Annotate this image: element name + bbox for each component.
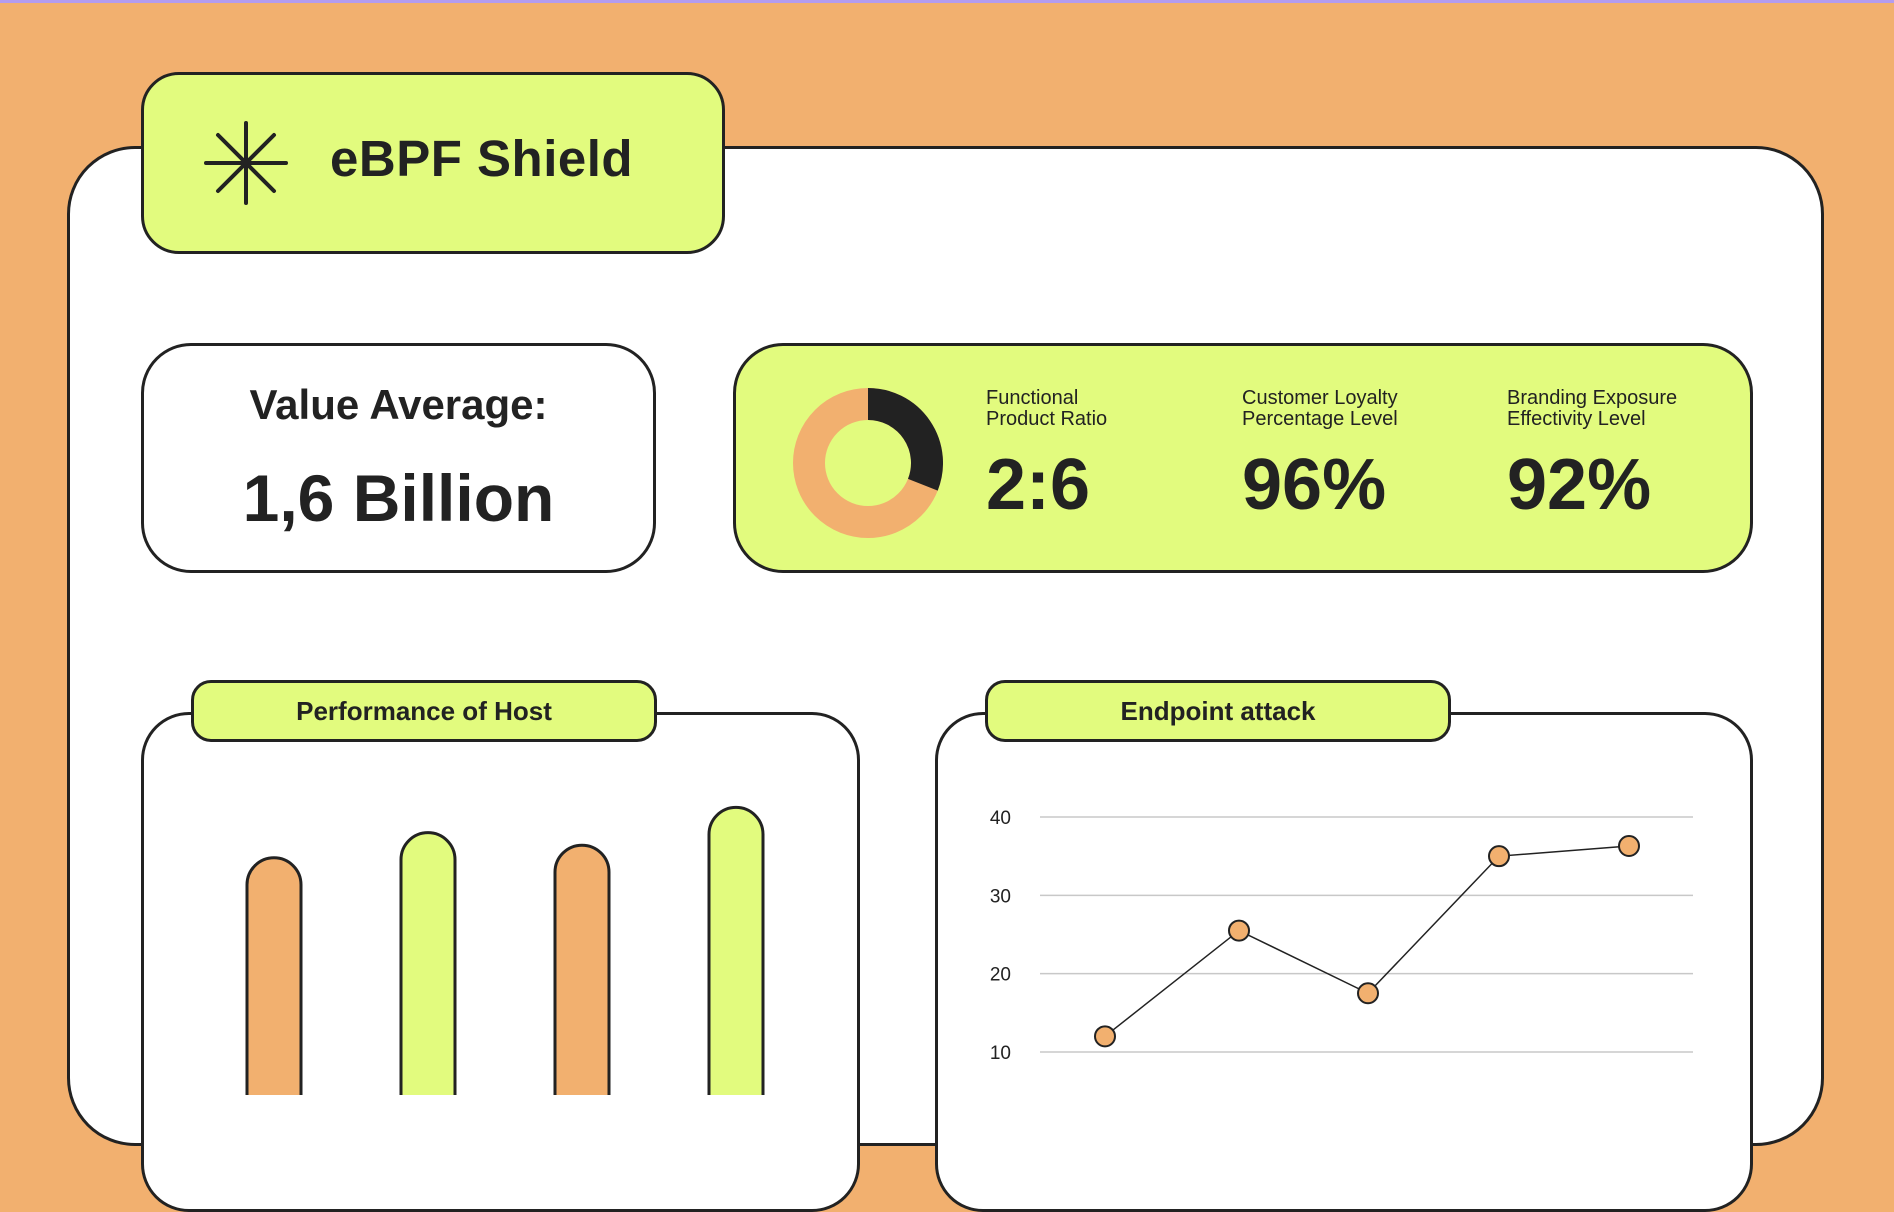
host-performance-bar-chart <box>245 805 765 1095</box>
metric-label: Branding Exposure Effectivity Level <box>1507 387 1678 430</box>
app-title: eBPF Shield <box>330 130 634 187</box>
metric-value: 96% <box>1242 445 1387 525</box>
metric-branding-exposure: Branding Exposure Effectivity Level 92% <box>1507 387 1727 525</box>
top-accent-line <box>0 0 1894 3</box>
metric-value: 92% <box>1507 445 1652 525</box>
data-point <box>1228 919 1250 942</box>
data-point <box>1094 1025 1116 1048</box>
data-point <box>1488 845 1510 868</box>
host-bar <box>707 805 765 1095</box>
ratio-donut-chart <box>793 388 943 538</box>
metric-functional-product-ratio: Functional Product Ratio 2:6 <box>986 387 1206 525</box>
metrics-card: Functional Product Ratio 2:6 Customer Lo… <box>733 343 1753 573</box>
host-performance-panel <box>141 712 860 1212</box>
endpoint-attack-line-chart: 10 20 30 40 <box>990 808 1693 1064</box>
metric-customer-loyalty: Customer Loyalty Percentage Level 96% <box>1242 387 1462 525</box>
endpoint-attack-panel: 10 20 30 40 <box>935 712 1753 1212</box>
value-average-card: Value Average: 1,6 Billion <box>141 343 656 573</box>
value-average-label: Value Average: <box>249 381 548 428</box>
value-average-amount: 1,6 Billion <box>242 461 555 535</box>
y-tick-label: 20 <box>990 965 1011 986</box>
metric-label: Customer Loyalty Percentage Level <box>1242 387 1398 430</box>
endpoint-attack-title: Endpoint attack <box>985 680 1451 742</box>
y-tick-label: 30 <box>990 886 1011 907</box>
data-point <box>1357 982 1379 1005</box>
data-point <box>1618 834 1640 857</box>
y-tick-label: 10 <box>990 1043 1011 1064</box>
app-title-tab: eBPF Shield <box>141 72 725 254</box>
host-performance-title: Performance of Host <box>191 680 657 742</box>
y-tick-label: 40 <box>990 808 1011 829</box>
asterisk-icon <box>204 121 288 205</box>
donut-dark-segment <box>867 388 943 491</box>
metric-value: 2:6 <box>986 445 1091 525</box>
metric-label: Functional Product Ratio <box>986 387 1108 430</box>
series-line <box>1104 845 1630 1037</box>
host-bar <box>245 856 303 1095</box>
host-bar <box>553 843 611 1095</box>
host-bar <box>399 831 457 1095</box>
